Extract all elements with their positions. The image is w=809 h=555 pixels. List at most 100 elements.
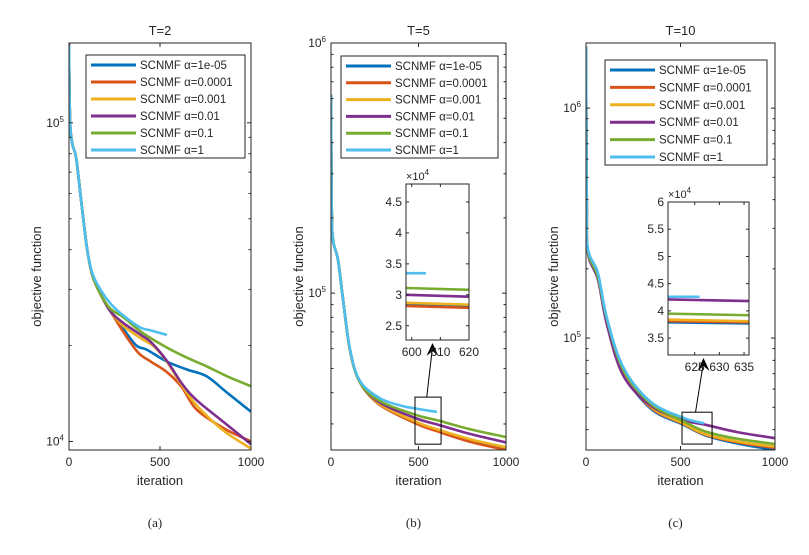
chart-title: T=5	[407, 23, 430, 38]
legend-entry: SCNMF α=0.1	[659, 135, 732, 147]
inset-background	[668, 202, 749, 355]
chart-title: T=10	[666, 23, 696, 38]
legend: SCNMF α=1e-05 SCNMF α=0.0001 SCNMF α=0.001…	[85, 54, 246, 159]
y-tick-label: 105	[308, 285, 326, 300]
legend-entry: SCNMF α=0.001	[395, 95, 481, 107]
x-tick-label: 1000	[493, 455, 520, 469]
inset-y-tick-label: 3.5	[647, 331, 664, 345]
x-tick-label: 0	[583, 455, 590, 469]
legend-entry: SCNMF α=0.0001	[659, 82, 752, 94]
inset-y-tick-label: 4	[395, 226, 402, 240]
legend-entry: SCNMF α=0.1	[395, 128, 468, 140]
legend-entry: SCNMF α=0.0001	[395, 78, 488, 90]
legend-entry: SCNMF α=0.001	[140, 94, 226, 106]
chart-2: 0 500 1000 105 106 T=10 iteration objective fun…	[546, 23, 789, 530]
legend-entry: SCNMF α=0.001	[659, 100, 745, 112]
x-tick-label: 0	[328, 455, 335, 469]
y-tick-label: 106	[563, 100, 581, 115]
legend-entry: SCNMF α=1e-05	[659, 65, 746, 77]
inset-y-tick-label: 4	[657, 304, 664, 318]
x-tick-label: 500	[150, 455, 170, 469]
legend: SCNMF α=1e-05 SCNMF α=0.0001 SCNMF α=0.001…	[340, 55, 499, 159]
inset-box	[405, 183, 470, 341]
legend-entry: SCNMF α=1	[395, 145, 459, 157]
subfigure-caption: (a)	[148, 515, 162, 530]
legend-entry: SCNMF α=0.01	[659, 117, 739, 129]
inset-y-multiplier: ×104	[668, 186, 692, 201]
inset-background	[406, 184, 469, 340]
inset-y-tick-label: 5.5	[647, 222, 664, 236]
zoom-region-box	[681, 411, 713, 445]
inset-y-multiplier: ×104	[406, 168, 430, 183]
series-line-5	[331, 94, 438, 414]
chart-1: 0 500 1000 105 106 T=5 iteration objective func…	[291, 23, 520, 530]
subfigure-caption: (b)	[406, 515, 421, 530]
y-axis-label: objective function	[29, 226, 44, 326]
x-tick-label: 1000	[762, 455, 789, 469]
inset-series-group	[668, 295, 749, 325]
y-axis-label: objective function	[546, 226, 561, 326]
x-tick-label: 500	[670, 455, 690, 469]
x-axis-label: iteration	[395, 473, 441, 488]
legend-entry: SCNMF α=0.1	[140, 128, 213, 140]
inset-x-tick-label: 620	[459, 345, 479, 359]
inset-series-line-3	[668, 298, 749, 303]
chart-title: T=2	[149, 23, 172, 38]
x-tick-label: 500	[408, 455, 428, 469]
inset-x-tick-label: 610	[430, 345, 450, 359]
inset-y-tick-label: 6	[657, 195, 664, 209]
inset-y-tick-label: 5	[657, 249, 664, 263]
zoom-arrow-line	[426, 346, 433, 398]
legend-entry: SCNMF α=0.01	[395, 111, 475, 123]
x-tick-label: 1000	[238, 455, 265, 469]
inset-series-line-2	[406, 301, 469, 307]
inset-x-tick-label: 600	[402, 345, 422, 359]
zoom-arrow-line	[695, 361, 704, 413]
y-axis-label: objective function	[291, 226, 306, 326]
legend-box	[340, 55, 499, 159]
legend: SCNMF α=1e-05 SCNMF α=0.0001 SCNMF α=0.001…	[604, 59, 768, 166]
legend-entry: SCNMF α=1e-05	[140, 60, 227, 72]
inset-series-line-4	[406, 286, 469, 292]
inset-series-line-0	[406, 303, 469, 308]
series-group	[69, 43, 251, 450]
inset-x-tick-label: 625	[685, 360, 705, 374]
inset-y-tick-label: 3	[395, 288, 402, 302]
zoom-arrow-head	[697, 358, 710, 371]
x-axis-label: iteration	[657, 473, 703, 488]
x-axis-label: iteration	[137, 473, 183, 488]
inset-y-tick-label: 4.5	[385, 195, 402, 209]
inset-axes: 600 610 620 2.5 3 3.5 4 4.5 ×104	[385, 168, 479, 359]
inset-axes: 625 630 635 3.5 4 4.5 5 5.5 6 ×104	[647, 186, 754, 374]
series-group	[331, 94, 506, 450]
zoom-arrow-head	[426, 343, 439, 356]
legend-entry: SCNMF α=0.01	[140, 111, 220, 123]
legend-box	[85, 54, 246, 159]
chart-0: 0 500 1000 104 105 T=2 iteration objective func…	[29, 23, 265, 530]
legend-entry: SCNMF α=1e-05	[395, 61, 482, 73]
inset-y-tick-label: 4.5	[647, 277, 664, 291]
series-group	[586, 46, 775, 450]
legend-entry: SCNMF α=0.0001	[140, 77, 233, 89]
inset-x-tick-label: 630	[709, 360, 729, 374]
inset-series-line-2	[668, 318, 749, 323]
inset-x-tick-label: 635	[734, 360, 754, 374]
series-line-5	[69, 45, 168, 337]
y-tick-label: 104	[46, 433, 64, 448]
inset-box	[667, 201, 750, 356]
legend-box	[604, 59, 768, 166]
inset-y-tick-label: 3.5	[385, 257, 402, 271]
subfigure-caption: (c)	[668, 515, 682, 530]
inset-y-tick-label: 2.5	[385, 319, 402, 333]
inset-series-group	[406, 271, 469, 310]
x-tick-label: 0	[66, 455, 73, 469]
y-tick-label: 105	[563, 330, 581, 345]
legend-entry: SCNMF α=1	[140, 145, 204, 157]
inset-series-line-4	[668, 312, 749, 317]
inset-series-line-3	[406, 293, 469, 298]
zoom-region-box	[414, 396, 442, 445]
y-tick-label: 106	[308, 35, 326, 50]
inset-series-line-1	[406, 304, 469, 310]
y-tick-label: 105	[46, 115, 64, 130]
